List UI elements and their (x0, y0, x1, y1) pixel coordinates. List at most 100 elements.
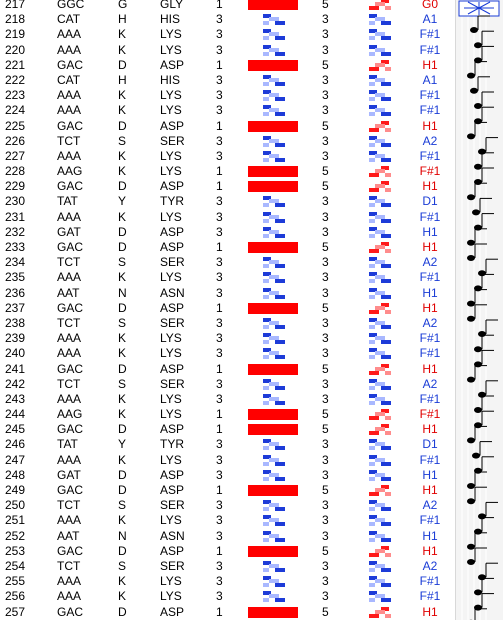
helix-segment (385, 188, 391, 192)
note-label: H1 (410, 529, 450, 544)
note-head (467, 559, 475, 565)
helix-segment (369, 371, 379, 375)
helix-glyph-2 (365, 423, 395, 436)
amino-acid-name: ASP (160, 483, 184, 498)
helix-glyph-2 (365, 530, 395, 543)
note-label: H1 (410, 286, 450, 301)
helix-segment (275, 143, 285, 147)
row-number: 220 (5, 43, 25, 58)
value-1: 3 (216, 453, 223, 468)
value-1: 1 (216, 483, 223, 498)
helix-segment (375, 564, 385, 568)
helix-segment (369, 310, 379, 314)
note-label: F#1 (410, 103, 450, 118)
amino-acid-name: SER (160, 134, 185, 149)
helix-segment (381, 295, 391, 299)
value-2: 3 (322, 589, 329, 604)
helix-segment (263, 568, 269, 572)
helix-segment (369, 249, 379, 253)
helix-segment (385, 431, 391, 435)
amino-acid-name: LYS (160, 88, 182, 103)
row-number: 246 (5, 437, 25, 452)
amino-acid-name: TYR (160, 194, 184, 209)
helix-glyph-2 (365, 256, 395, 269)
helix-segment (269, 518, 279, 522)
value-2: 5 (322, 58, 329, 73)
codon: GAC (57, 422, 83, 437)
helix-segment (375, 169, 385, 173)
codon: TAT (57, 194, 78, 209)
helix-segment (269, 215, 279, 219)
helix-segment (263, 264, 269, 268)
helix-segment (381, 507, 391, 511)
helix-glyph-1 (259, 44, 289, 57)
note-head (467, 255, 475, 261)
amino-acid-letter: D (118, 605, 127, 620)
value-2: 5 (322, 422, 329, 437)
value-1: 3 (216, 316, 223, 331)
helix-glyph-2 (365, 74, 395, 87)
helix-segment (369, 173, 379, 177)
helix-segment (375, 275, 385, 279)
value-1: 3 (216, 88, 223, 103)
helix-segment (269, 442, 279, 446)
helix-segment (381, 112, 391, 116)
amino-acid-letter: N (118, 529, 127, 544)
helix-segment (275, 82, 285, 86)
value-1: 1 (216, 362, 223, 377)
note-label: H1 (410, 605, 450, 620)
helix-glyph-2 (365, 347, 395, 360)
helix-segment (269, 108, 279, 112)
helix-segment (381, 522, 391, 526)
helix-segment (375, 260, 385, 264)
helix-segment (381, 538, 391, 542)
helix-segment (369, 36, 375, 40)
note-label: H1 (410, 58, 450, 73)
helix-segment (375, 594, 385, 598)
helix-segment (369, 295, 375, 299)
helix-segment (375, 124, 385, 128)
helix-glyph-2 (365, 195, 395, 208)
note-head (470, 88, 478, 94)
helix-segment (369, 279, 375, 283)
codon: AAA (57, 574, 81, 589)
helix-segment (375, 412, 385, 416)
value-2: 5 (322, 0, 329, 12)
helix-segment (375, 199, 385, 203)
red-bar (248, 121, 298, 132)
codon: AAT (57, 286, 79, 301)
helix-glyph-2 (365, 408, 395, 421)
red-bar (248, 181, 298, 192)
amino-acid-name: SER (160, 316, 185, 331)
codon: TCT (57, 255, 80, 270)
codon: CAT (57, 12, 80, 27)
note-label: F#1 (410, 210, 450, 225)
helix-segment (263, 112, 269, 116)
helix-segment (269, 291, 279, 295)
helix-segment (381, 325, 391, 329)
value-2: 5 (322, 301, 329, 316)
value-1: 3 (216, 103, 223, 118)
row-number: 229 (5, 179, 25, 194)
note-label: H1 (410, 422, 450, 437)
codon: AAA (57, 392, 81, 407)
helix-segment (275, 219, 285, 223)
red-bar (248, 166, 298, 177)
codon: AAA (57, 103, 81, 118)
amino-acid-name: LYS (160, 453, 182, 468)
helix-segment (369, 52, 375, 56)
helix-segment (369, 462, 375, 466)
helix-segment (263, 97, 269, 101)
helix-segment (381, 355, 391, 359)
helix-segment (381, 143, 391, 147)
red-bar (248, 364, 298, 375)
amino-acid-letter: S (118, 559, 126, 574)
